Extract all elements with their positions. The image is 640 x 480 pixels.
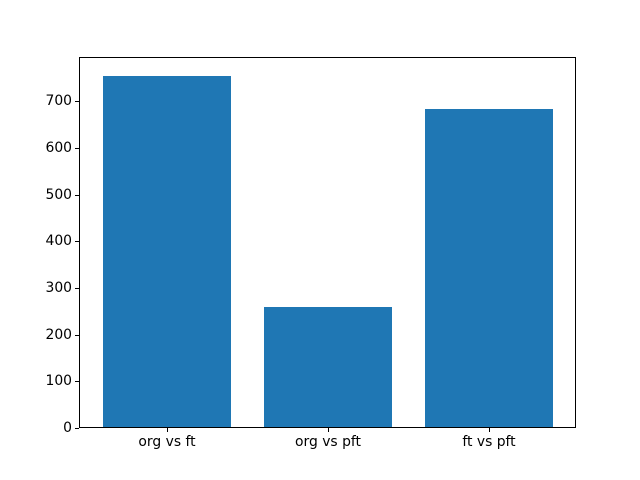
y-tick-label: 500 <box>45 186 72 203</box>
y-tick-mark <box>75 241 79 242</box>
y-tick-mark <box>75 195 79 196</box>
y-tick-label: 0 <box>63 420 72 436</box>
y-tick-label: 700 <box>45 93 72 110</box>
y-tick-mark <box>75 101 79 102</box>
y-tick-label: 100 <box>45 373 72 390</box>
y-tick-mark <box>75 288 79 289</box>
y-tick-label: 600 <box>45 140 72 157</box>
x-tick-mark <box>328 428 329 432</box>
x-tick-label: org vs ft <box>138 434 196 450</box>
y-tick-mark <box>75 148 79 149</box>
bar-org-vs-pft <box>263 306 393 428</box>
y-tick-mark <box>75 335 79 336</box>
x-tick-label: ft vs pft <box>462 434 516 450</box>
plot-area <box>79 57 576 428</box>
x-tick-mark <box>167 428 168 432</box>
y-tick-label: 400 <box>45 233 72 250</box>
y-tick-label: 300 <box>45 280 72 296</box>
y-tick-mark <box>75 381 79 382</box>
y-tick-label: 200 <box>45 326 72 343</box>
x-tick-label: org vs pft <box>295 434 361 450</box>
x-tick-mark <box>489 428 490 432</box>
bar-org-vs-ft <box>102 75 232 428</box>
y-tick-mark <box>75 428 79 429</box>
bar-ft-vs-pft <box>424 108 554 428</box>
